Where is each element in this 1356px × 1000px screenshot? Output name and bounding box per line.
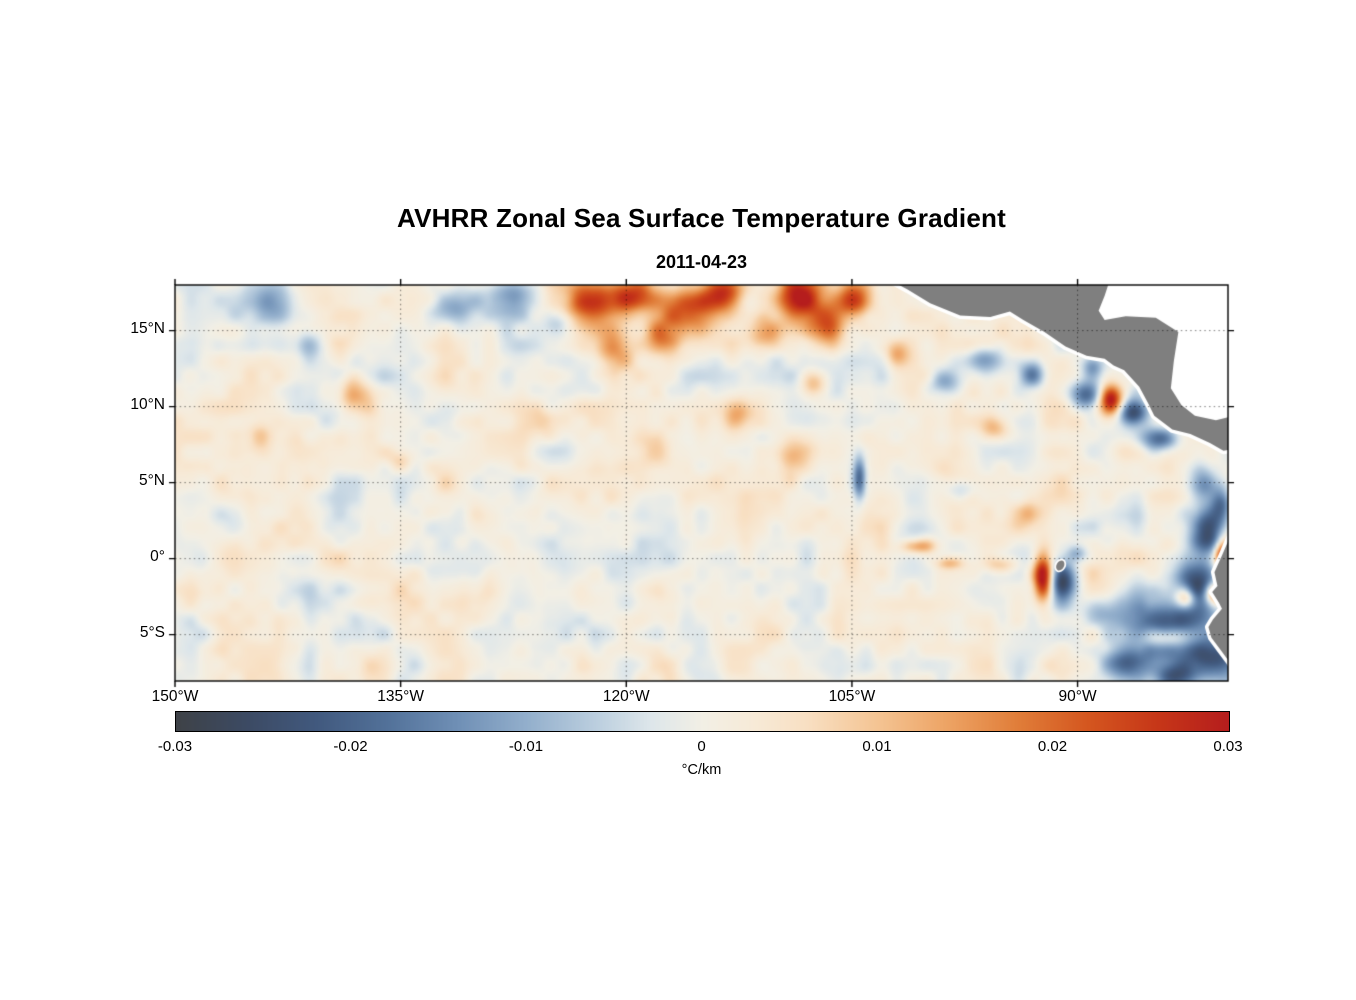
y-tick-label: 5°N [138, 471, 165, 489]
colorbar-tick-label: 0 [697, 738, 706, 755]
x-tick-label: 90°W [1058, 688, 1097, 705]
colorbar [175, 711, 1230, 732]
y-tick-label: 10°N [130, 395, 165, 413]
x-tick-label: 120°W [602, 688, 650, 705]
colorbar-tick-label: 0.01 [862, 738, 892, 755]
y-tick-label: 15°N [130, 319, 165, 337]
colorbar-tick-label: 0.03 [1213, 738, 1243, 755]
colorbar-tick-label: -0.02 [333, 738, 368, 755]
colorbar-tick-label: -0.01 [508, 738, 544, 755]
x-tick-label: 150°W [151, 688, 199, 705]
colorbar-tick-label: 0.02 [1037, 738, 1068, 755]
x-tick-label: 105°W [828, 688, 876, 705]
y-tick-label: 0° [150, 547, 165, 565]
y-tick-label: 5°S [139, 623, 165, 641]
sst-gradient-map [163, 273, 1241, 694]
figure-subtitle: 2011-04-23 [655, 252, 748, 272]
x-tick-label: 135°W [377, 688, 424, 705]
colorbar-units-label: °C/km [681, 762, 722, 778]
figure-title: AVHRR Zonal Sea Surface Temperature Grad… [397, 203, 1006, 233]
colorbar-tick-label: -0.03 [157, 738, 193, 755]
